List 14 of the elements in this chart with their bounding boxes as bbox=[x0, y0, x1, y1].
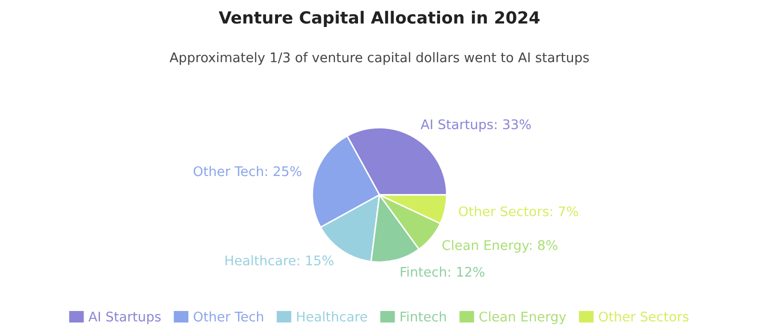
data-label: AI Startups: 33% bbox=[420, 119, 531, 132]
data-label: Fintech: 12% bbox=[400, 266, 484, 277]
legend-label: AI Startups bbox=[88, 312, 161, 324]
legend-label: Healthcare bbox=[297, 311, 368, 322]
data-label: Other Sectors: 7% bbox=[458, 206, 578, 216]
data-label: Clean Energy: 8% bbox=[442, 240, 558, 253]
legend-label: Other Sectors bbox=[598, 311, 688, 322]
data-label: Healthcare: 15% bbox=[226, 255, 334, 266]
chart-subtitle: Approximately 1/3 of venture capital dollars went to AI startups bbox=[170, 52, 589, 65]
legend-label: Fintech bbox=[400, 311, 446, 322]
legend-label: Other Tech bbox=[194, 311, 264, 322]
data-label: Other Tech: 25% bbox=[194, 166, 302, 176]
legend-label: Clean Energy bbox=[479, 311, 566, 324]
chart-title: Venture Capital Allocation in 2024 bbox=[218, 10, 540, 27]
